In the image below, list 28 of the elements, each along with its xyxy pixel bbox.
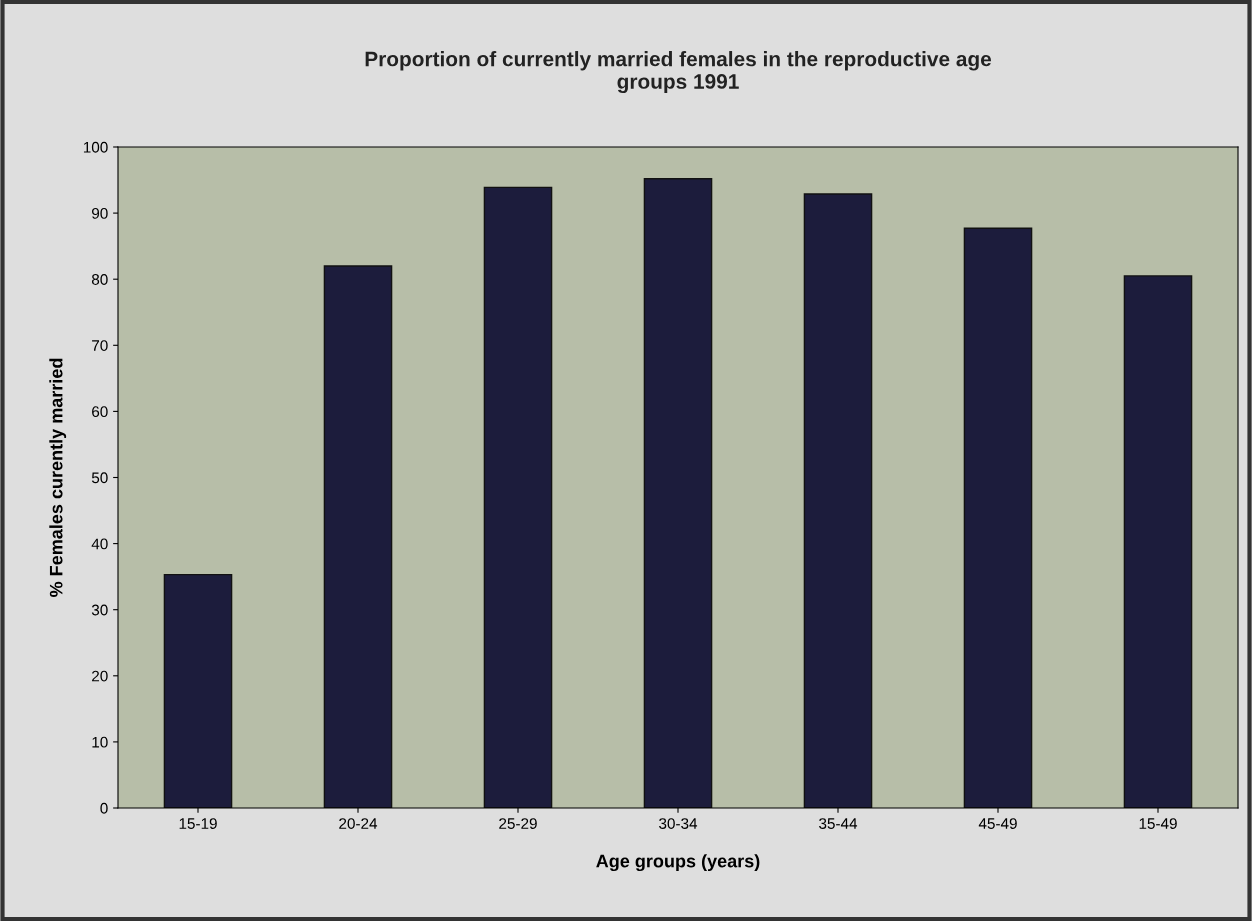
x-tick-label: 20-24 — [339, 818, 378, 829]
y-axis-title: % Females curently married — [49, 358, 67, 597]
y-tick-label: 40 — [91, 538, 108, 550]
x-tick-label: 15-49 — [1139, 818, 1177, 829]
bar — [963, 227, 1033, 808]
y-tick-label: 100 — [83, 141, 108, 153]
y-tick-label: 20 — [92, 670, 108, 682]
bar — [1123, 275, 1193, 808]
y-tick-label: 80 — [91, 274, 108, 285]
x-tick-label: 45-49 — [978, 818, 1017, 829]
y-tick-label: 0 — [100, 802, 108, 814]
x-tick-label: 30-34 — [659, 818, 698, 829]
y-tick-label: 30 — [91, 604, 108, 616]
y-tick-label: 60 — [92, 406, 108, 418]
x-tick-label: 25-29 — [499, 818, 537, 829]
bar — [643, 178, 713, 808]
chart-title: Proportion of currently married females in the reproductive age groups 1991 — [365, 51, 992, 94]
bar — [163, 573, 233, 808]
y-tick-label: 10 — [92, 736, 108, 748]
bar — [483, 186, 553, 808]
y-tick-label: 90 — [92, 207, 108, 219]
x-tick-label: 15-19 — [179, 818, 217, 829]
x-axis-title: Age groups (years) — [596, 854, 760, 872]
y-tick-label: 70 — [92, 340, 108, 351]
bar — [803, 193, 873, 808]
bar — [323, 265, 393, 808]
x-tick-label: 35-44 — [819, 818, 858, 829]
y-tick-label: 50 — [91, 472, 108, 484]
